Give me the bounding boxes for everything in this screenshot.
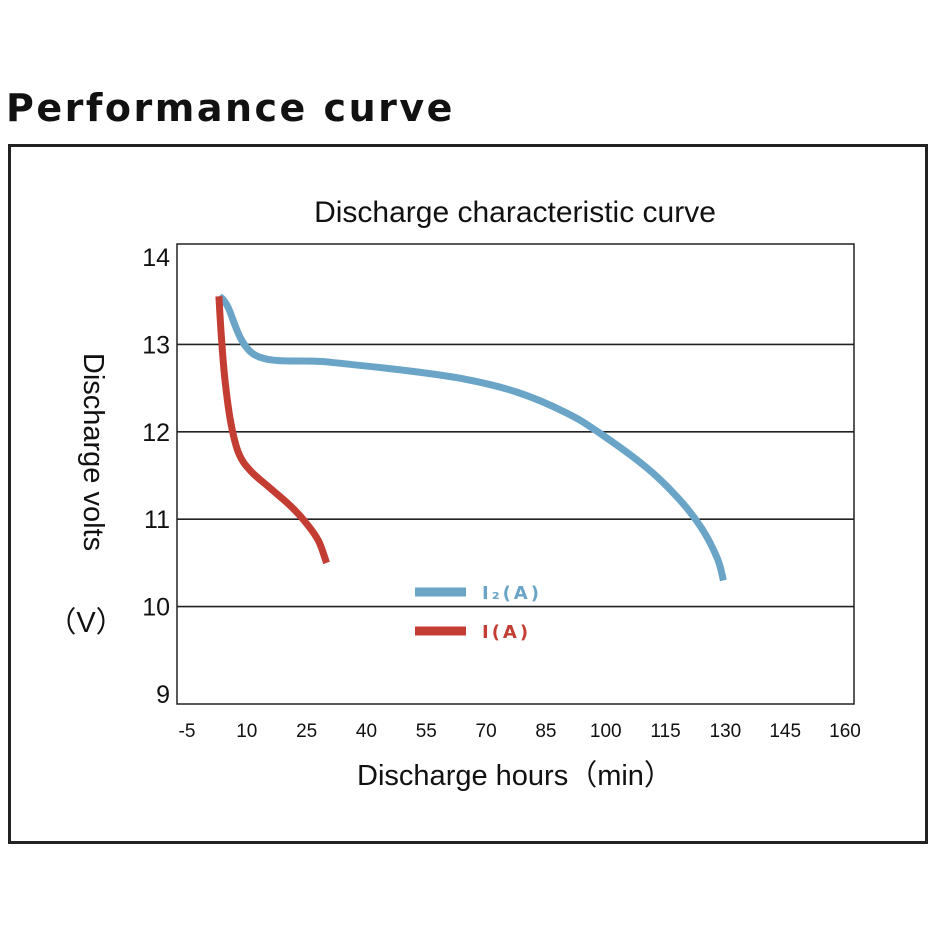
legend: I₂(A) I(A) (415, 583, 542, 643)
x-tick-label: 115 (650, 721, 680, 742)
x-tick-label: 145 (769, 721, 801, 742)
x-tick-label: 55 (416, 721, 437, 742)
y-tick-labels: 14 13 12 11 10 9 (142, 244, 170, 709)
x-tick-label: 130 (710, 721, 742, 742)
x-tick-label: 100 (590, 721, 622, 742)
page-heading: Performance curve (6, 86, 455, 130)
y-axis-label: Discharge volts (77, 353, 109, 551)
x-tick-label: 10 (236, 721, 257, 742)
y-tick-label: 14 (142, 244, 170, 272)
y-tick-label: 11 (144, 506, 170, 534)
chart-frame (8, 144, 928, 844)
chart-title: Discharge characteristic curve (314, 196, 716, 229)
series-group (215, 293, 727, 582)
y-tick-label: 9 (156, 681, 170, 709)
y-tick-label: 13 (142, 331, 170, 359)
x-tick-label: 160 (829, 721, 861, 742)
x-tick-label: -5 (179, 721, 196, 742)
plot-area (176, 243, 855, 705)
x-tick-labels: -5 10 25 40 55 70 85 100 115 130 145 160 (179, 721, 861, 742)
series-line-1 (216, 293, 727, 582)
y-axis-unit: （V） (47, 607, 124, 639)
x-tick-label: 25 (296, 721, 317, 742)
x-axis-label: Discharge hours（min） (357, 760, 673, 792)
x-tick-label: 85 (535, 721, 556, 742)
y-tick-label: 12 (142, 419, 170, 447)
legend-label-2: I(A) (482, 622, 531, 643)
y-tick-label: 10 (142, 594, 170, 622)
series-line-2 (215, 296, 330, 565)
x-tick-label: 70 (476, 721, 497, 742)
legend-label-1: I₂(A) (482, 583, 542, 604)
x-tick-label: 40 (356, 721, 377, 742)
grid-lines (177, 343, 854, 608)
